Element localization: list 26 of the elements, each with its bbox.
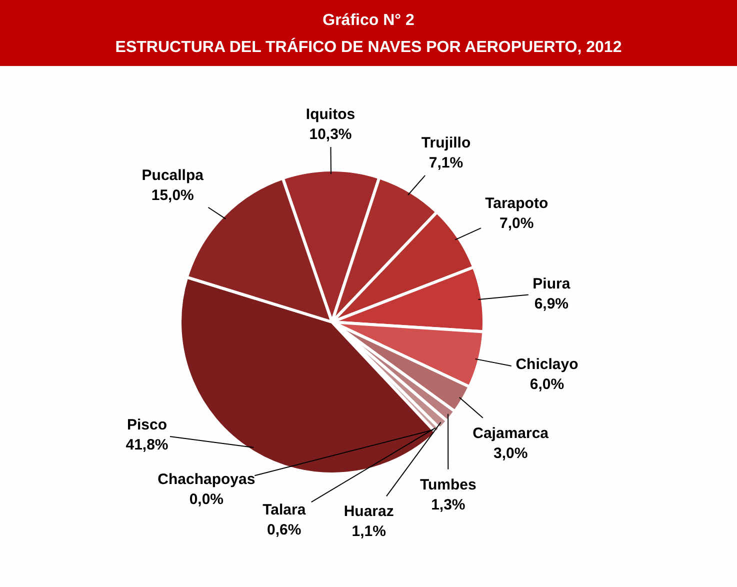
data-label: 7,1%	[428, 154, 464, 172]
chart-subtitle: ESTRUCTURA DEL TRÁFICO DE NAVES POR AEROPUERTO, 2012	[115, 37, 622, 56]
slice-label: Tumbes	[420, 476, 476, 494]
text: 0,0%	[189, 490, 224, 508]
data-label: 1,1%	[352, 523, 386, 540]
data-label: 1,3%	[431, 496, 466, 514]
data-label: 7,0%	[500, 214, 534, 232]
slice-label: Piura	[532, 276, 571, 293]
slice-label: Pucallpa	[142, 166, 204, 184]
slice-label: Trujillo	[421, 134, 471, 152]
slice-label: Huaraz	[344, 503, 394, 520]
data-label: 3,0%	[493, 444, 528, 462]
slice-label: Tarapoto	[485, 194, 548, 212]
data-label: 6,0%	[530, 376, 564, 393]
data-label: 41,8%	[126, 436, 168, 454]
slice-label: Pisco	[126, 416, 167, 434]
slice-label: Talara	[262, 501, 306, 518]
data-label: 10,3%	[309, 126, 352, 144]
data-label: 15,0%	[151, 186, 194, 204]
category-label: Chachapoyas	[158, 470, 256, 488]
slice-label: Cajamarca	[472, 424, 550, 442]
slice-label: Chiclayo	[516, 356, 578, 373]
chart-title: Gráfico N° 2	[322, 12, 414, 29]
data-label: 6,9%	[534, 296, 569, 313]
data-label: 0,6%	[267, 521, 302, 538]
slice-label: Iquitos	[306, 106, 356, 124]
